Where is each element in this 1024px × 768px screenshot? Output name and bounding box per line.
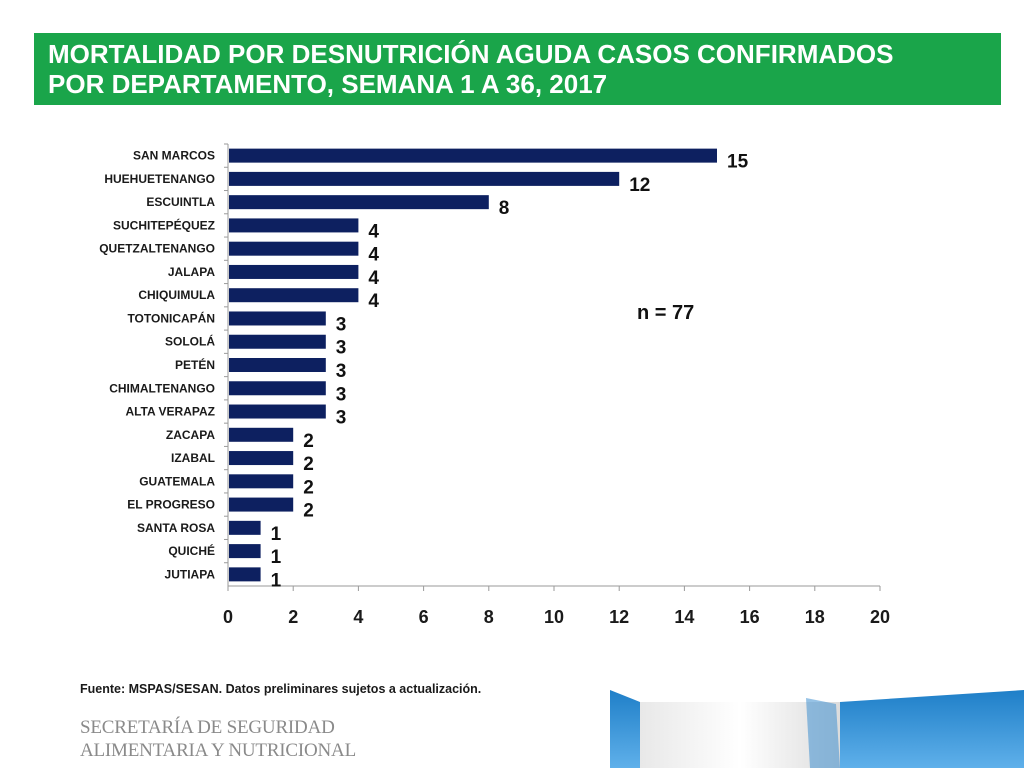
bar bbox=[229, 497, 294, 512]
sample-size-annotation: n = 77 bbox=[637, 302, 695, 324]
chart-title-line-2: POR DEPARTAMENTO, SEMANA 1 A 36, 2017 bbox=[48, 69, 608, 99]
category-label: QUICHÉ bbox=[168, 543, 215, 558]
category-label: EL PROGRESO bbox=[127, 498, 215, 512]
category-label: ALTA VERAPAZ bbox=[125, 405, 215, 419]
data-label: 2 bbox=[303, 454, 314, 475]
data-label: 2 bbox=[303, 431, 314, 452]
bar bbox=[229, 451, 294, 466]
x-tick-label: 4 bbox=[353, 607, 363, 627]
x-tick-label: 14 bbox=[674, 607, 694, 627]
decorative-corner-graphic bbox=[610, 690, 1024, 768]
bar bbox=[229, 544, 261, 559]
data-label: 3 bbox=[336, 408, 347, 429]
data-label: 3 bbox=[336, 338, 347, 359]
category-label: ESCUINTLA bbox=[146, 195, 215, 209]
data-label: 4 bbox=[368, 245, 379, 266]
x-tick-label: 20 bbox=[870, 607, 890, 627]
x-tick-label: 2 bbox=[288, 607, 298, 627]
x-tick-label: 6 bbox=[419, 607, 429, 627]
bar bbox=[229, 148, 717, 163]
category-label: PETÉN bbox=[175, 357, 215, 372]
x-tick-label: 16 bbox=[740, 607, 760, 627]
source-note: Fuente: MSPAS/SESAN. Datos preliminares … bbox=[80, 682, 482, 696]
bar bbox=[229, 264, 359, 279]
bar bbox=[229, 474, 294, 489]
category-label: ZACAPA bbox=[166, 428, 215, 442]
category-label: JUTIAPA bbox=[165, 567, 216, 581]
data-label: 2 bbox=[303, 477, 314, 498]
bar bbox=[229, 241, 359, 256]
data-label: 8 bbox=[499, 198, 510, 219]
data-label: 15 bbox=[727, 152, 749, 173]
bar bbox=[229, 567, 261, 582]
bar bbox=[229, 218, 359, 233]
x-tick-label: 10 bbox=[544, 607, 564, 627]
data-label: 3 bbox=[336, 361, 347, 382]
category-label: IZABAL bbox=[171, 451, 215, 465]
bar bbox=[229, 427, 294, 442]
bar bbox=[229, 195, 489, 210]
x-tick-label: 8 bbox=[484, 607, 494, 627]
data-label: 1 bbox=[271, 524, 282, 545]
data-label: 1 bbox=[271, 547, 282, 568]
category-label: SOLOLÁ bbox=[165, 334, 215, 349]
category-label: QUETZALTENANGO bbox=[99, 242, 215, 256]
category-label: SANTA ROSA bbox=[137, 521, 215, 535]
category-label: GUATEMALA bbox=[139, 474, 215, 488]
chart-title-line-1: MORTALIDAD POR DESNUTRICIÓN AGUDA CASOS … bbox=[48, 39, 894, 69]
x-tick-label: 0 bbox=[223, 607, 233, 627]
data-label: 2 bbox=[303, 501, 314, 522]
category-label: SAN MARCOS bbox=[133, 149, 215, 163]
category-label: CHIQUIMULA bbox=[138, 288, 215, 302]
bar bbox=[229, 288, 359, 303]
x-tick-label: 12 bbox=[609, 607, 629, 627]
sesan-logo: SECRETARÍA DE SEGURIDAD ALIMENTARIA Y NU… bbox=[80, 716, 356, 764]
bar bbox=[229, 311, 326, 326]
x-tick-label: 18 bbox=[805, 607, 825, 627]
bar bbox=[229, 358, 326, 372]
logo-text-line-2: ALIMENTARIA Y NUTRICIONAL bbox=[80, 740, 356, 761]
category-label: HUEHUETENANGO bbox=[104, 172, 215, 186]
bar bbox=[229, 171, 620, 186]
title-banner: MORTALIDAD POR DESNUTRICIÓN AGUDA CASOS … bbox=[34, 33, 1001, 105]
logo-text-line-1: SECRETARÍA DE SEGURIDAD bbox=[80, 717, 335, 738]
data-label: 3 bbox=[336, 384, 347, 405]
category-label: SUCHITEPÉQUEZ bbox=[113, 217, 215, 232]
category-label: JALAPA bbox=[168, 265, 215, 279]
data-label: 3 bbox=[336, 314, 347, 335]
data-label: 12 bbox=[629, 175, 650, 196]
bar bbox=[229, 381, 326, 396]
data-label: 4 bbox=[368, 291, 379, 312]
data-label: 4 bbox=[368, 268, 379, 289]
category-label: TOTONICAPÁN bbox=[127, 310, 215, 325]
bar bbox=[229, 334, 326, 349]
data-label: 4 bbox=[368, 221, 379, 242]
bar bbox=[229, 520, 261, 535]
bar bbox=[229, 404, 326, 419]
category-label: CHIMALTENANGO bbox=[109, 381, 215, 395]
data-label: 1 bbox=[271, 570, 282, 591]
